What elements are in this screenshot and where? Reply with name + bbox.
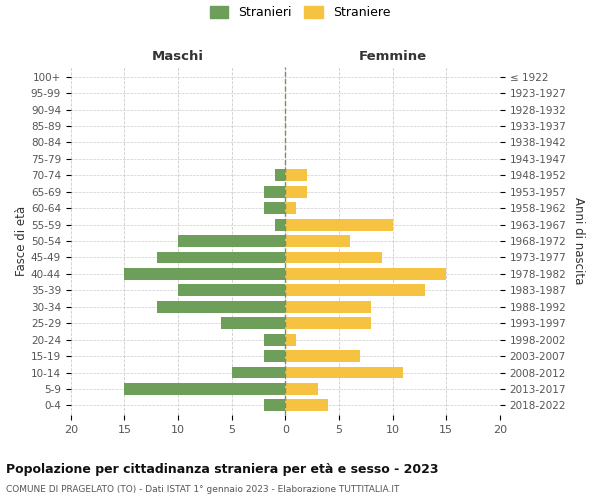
Bar: [286, 366, 403, 378]
Bar: [264, 202, 286, 214]
Bar: [286, 202, 296, 214]
Bar: [286, 383, 317, 395]
Bar: [178, 235, 286, 247]
Bar: [221, 318, 286, 329]
Bar: [286, 334, 296, 345]
Bar: [232, 366, 286, 378]
Bar: [286, 301, 371, 312]
Text: Popolazione per cittadinanza straniera per età e sesso - 2023: Popolazione per cittadinanza straniera p…: [6, 462, 439, 475]
Text: COMUNE DI PRAGELATO (TO) - Dati ISTAT 1° gennaio 2023 - Elaborazione TUTTITALIA.: COMUNE DI PRAGELATO (TO) - Dati ISTAT 1°…: [6, 485, 400, 494]
Bar: [286, 218, 392, 230]
Legend: Stranieri, Straniere: Stranieri, Straniere: [209, 6, 391, 19]
Bar: [275, 170, 286, 181]
Bar: [286, 170, 307, 181]
Bar: [124, 268, 286, 280]
Bar: [178, 284, 286, 296]
Y-axis label: Anni di nascita: Anni di nascita: [572, 198, 585, 285]
Bar: [264, 186, 286, 198]
Bar: [286, 268, 446, 280]
Text: Maschi: Maschi: [152, 50, 204, 64]
Bar: [286, 186, 307, 198]
Bar: [124, 383, 286, 395]
Bar: [286, 350, 361, 362]
Bar: [157, 301, 286, 312]
Bar: [275, 218, 286, 230]
Bar: [286, 400, 328, 411]
Bar: [264, 400, 286, 411]
Text: Femmine: Femmine: [359, 50, 427, 64]
Bar: [286, 252, 382, 264]
Bar: [157, 252, 286, 264]
Bar: [286, 318, 371, 329]
Y-axis label: Fasce di età: Fasce di età: [15, 206, 28, 276]
Bar: [286, 235, 350, 247]
Bar: [264, 350, 286, 362]
Bar: [264, 334, 286, 345]
Bar: [286, 284, 425, 296]
